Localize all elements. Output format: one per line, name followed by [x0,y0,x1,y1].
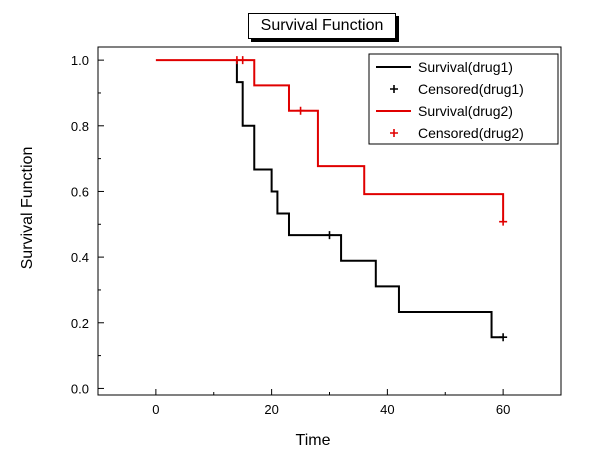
legend-marker-swatch [390,129,398,137]
y-axis-label: Survival Function [19,146,36,270]
legend-box [368,53,559,145]
x-tick-label: 20 [264,402,278,417]
legend-marker-swatch [390,85,398,93]
legend-label: Censored(drug1) [418,81,524,97]
censor-marker [325,231,334,240]
y-tick-label: 0.2 [71,316,89,331]
censor-marker [238,56,247,65]
legend-label: Censored(drug2) [418,125,524,141]
y-tick-label: 1.0 [71,53,89,68]
series-line-drug1 [235,60,504,339]
chart-title: Survival Function [248,13,396,39]
series-line-drug2 [155,59,505,222]
x-axis-label: Time [295,432,331,449]
censor-marker [499,217,508,226]
y-tick-label: 0.6 [71,184,89,199]
legend-label: Survival(drug2) [418,103,513,119]
x-tick-label: 0 [152,402,159,417]
y-tick-label: 0.4 [71,250,89,265]
censor-marker [499,333,508,342]
x-tick-label: 40 [380,402,394,417]
y-tick-label: 0.8 [71,119,89,134]
legend: Survival(drug1) Censored(drug1) Survival(d… [368,53,559,145]
legend-label: Survival(drug1) [418,59,513,75]
x-tick-label: 60 [496,402,510,417]
y-tick-label: 0.0 [71,381,89,396]
censor-marker [296,106,305,115]
